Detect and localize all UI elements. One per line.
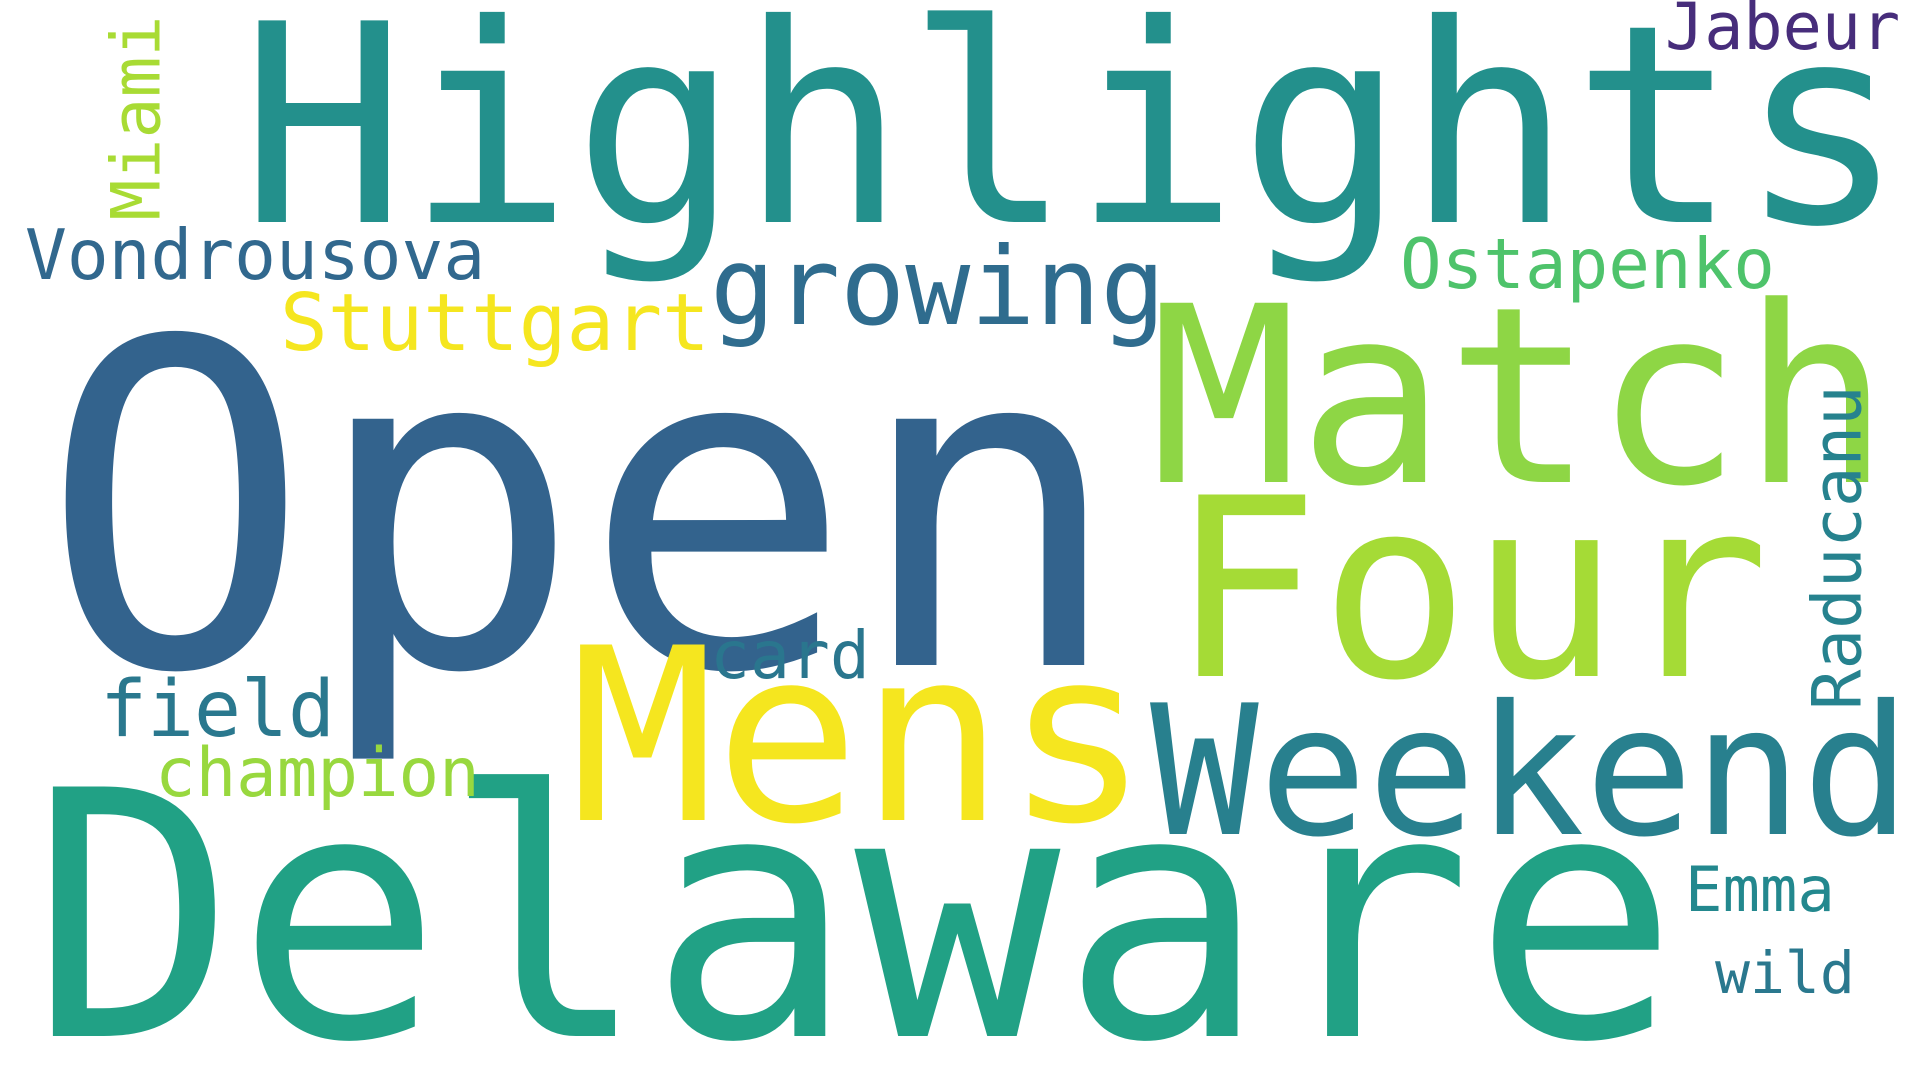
word-champion: champion — [155, 733, 480, 812]
word-growing: growing — [710, 224, 1166, 350]
word-open: Open — [40, 248, 1125, 772]
word-highlights: Highlights — [240, 0, 1906, 288]
word-raducanu: Raducanu — [1797, 385, 1877, 711]
word-card: card — [710, 616, 870, 694]
word-four: Four — [1170, 444, 1770, 735]
word-vondrousova: Vondrousova — [25, 214, 486, 296]
word-miami: Miami — [97, 15, 177, 221]
word-mens: Mens — [570, 597, 1150, 877]
word-emma: Emma — [1685, 853, 1835, 926]
word-stuttgart: Stuttgart — [280, 276, 710, 369]
word-weekend: Weekend — [1150, 666, 1911, 877]
word-field: field — [100, 665, 335, 755]
word-wild: wild — [1715, 938, 1855, 1007]
word-delaware: Delaware — [30, 717, 1679, 1080]
word-jabeur: Jabeur — [1665, 0, 1901, 65]
word-ostapenko: Ostapenko — [1400, 224, 1775, 305]
word-match: Match — [1150, 253, 1891, 540]
